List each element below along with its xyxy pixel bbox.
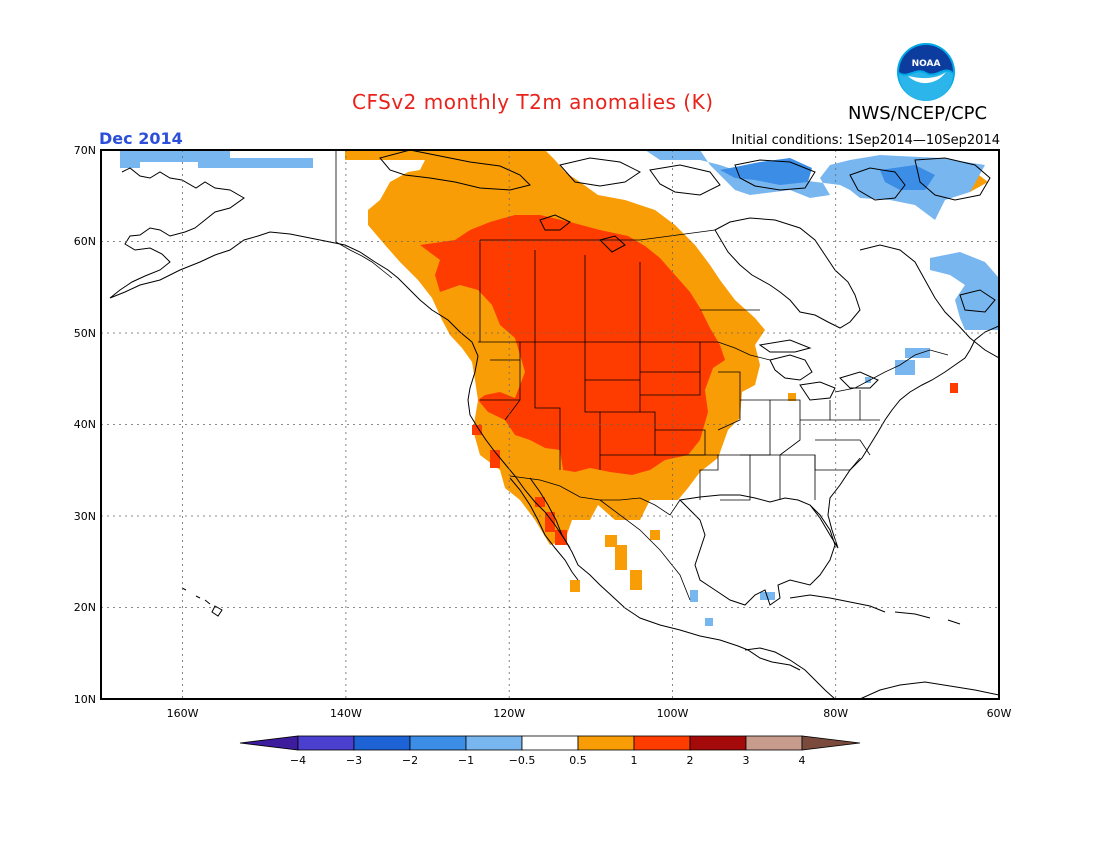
colorbar-tick-label: −4 <box>290 754 306 767</box>
initial-conditions: Initial conditions: 1Sep2014—10Sep2014 <box>731 133 1000 148</box>
colorbar-tick-label: 3 <box>743 754 750 767</box>
colorbar-tick-label: −0.5 <box>509 754 536 767</box>
lat-label: 60N <box>74 235 96 248</box>
colorbar-swatch <box>465 735 523 751</box>
organization-label: NWS/NCEP/CPC <box>848 103 988 124</box>
lon-label: 80W <box>823 707 848 720</box>
colorbar-arrow-low <box>239 735 299 751</box>
anomaly-field-negative-1-2 <box>720 158 935 190</box>
colorbar-tick-label: 2 <box>687 754 694 767</box>
colorbar-tick-label: 4 <box>799 754 806 767</box>
colorbar-tick-label: −1 <box>458 754 474 767</box>
colorbar-tick-label: 1 <box>631 754 638 767</box>
graticule <box>101 150 999 699</box>
colorbar-tick-label: −2 <box>402 754 418 767</box>
lon-label: 140W <box>330 707 362 720</box>
colorbar-swatch <box>745 735 803 751</box>
lat-label: 30N <box>74 510 96 523</box>
chart-title: CFSv2 monthly T2m anomalies (K) <box>352 90 714 114</box>
lat-label: 50N <box>74 327 96 340</box>
map-frame <box>100 149 1000 700</box>
lon-label: 160W <box>167 707 199 720</box>
colorbar-swatch <box>353 735 411 751</box>
coastlines <box>109 150 999 699</box>
longitude-labels: 160W 140W 120W 100W 80W 60W <box>167 707 1012 720</box>
colorbar-tick-label: 0.5 <box>569 754 587 767</box>
colorbar-swatch <box>297 735 355 751</box>
lon-label: 100W <box>657 707 689 720</box>
colorbar-arrow-high <box>801 735 861 751</box>
anomaly-field-positive-1-2 <box>420 215 958 545</box>
noaa-logo-icon: NOAA <box>897 43 955 101</box>
political-borders <box>335 150 949 601</box>
lat-label: 10N <box>74 693 96 706</box>
lat-label: 20N <box>74 601 96 614</box>
latitude-labels: 70N 60N 50N 40N 30N 20N 10N <box>74 144 96 706</box>
colorbar-swatch <box>577 735 635 751</box>
colorbar-tick-label: −3 <box>346 754 362 767</box>
colorbar <box>239 735 861 751</box>
forecast-period: Dec 2014 <box>99 129 183 148</box>
lat-label: 40N <box>74 418 96 431</box>
colorbar-swatch <box>689 735 747 751</box>
colorbar-swatch <box>521 735 579 751</box>
lon-label: 60W <box>987 707 1012 720</box>
noaa-logo-text: NOAA <box>912 59 941 69</box>
colorbar-swatch <box>633 735 691 751</box>
colorbar-swatch <box>409 735 467 751</box>
lon-label: 120W <box>493 707 525 720</box>
colorbar-labels: −4 −3 −2 −1 −0.5 0.5 1 2 3 4 <box>290 754 806 767</box>
lat-label: 70N <box>74 144 96 157</box>
